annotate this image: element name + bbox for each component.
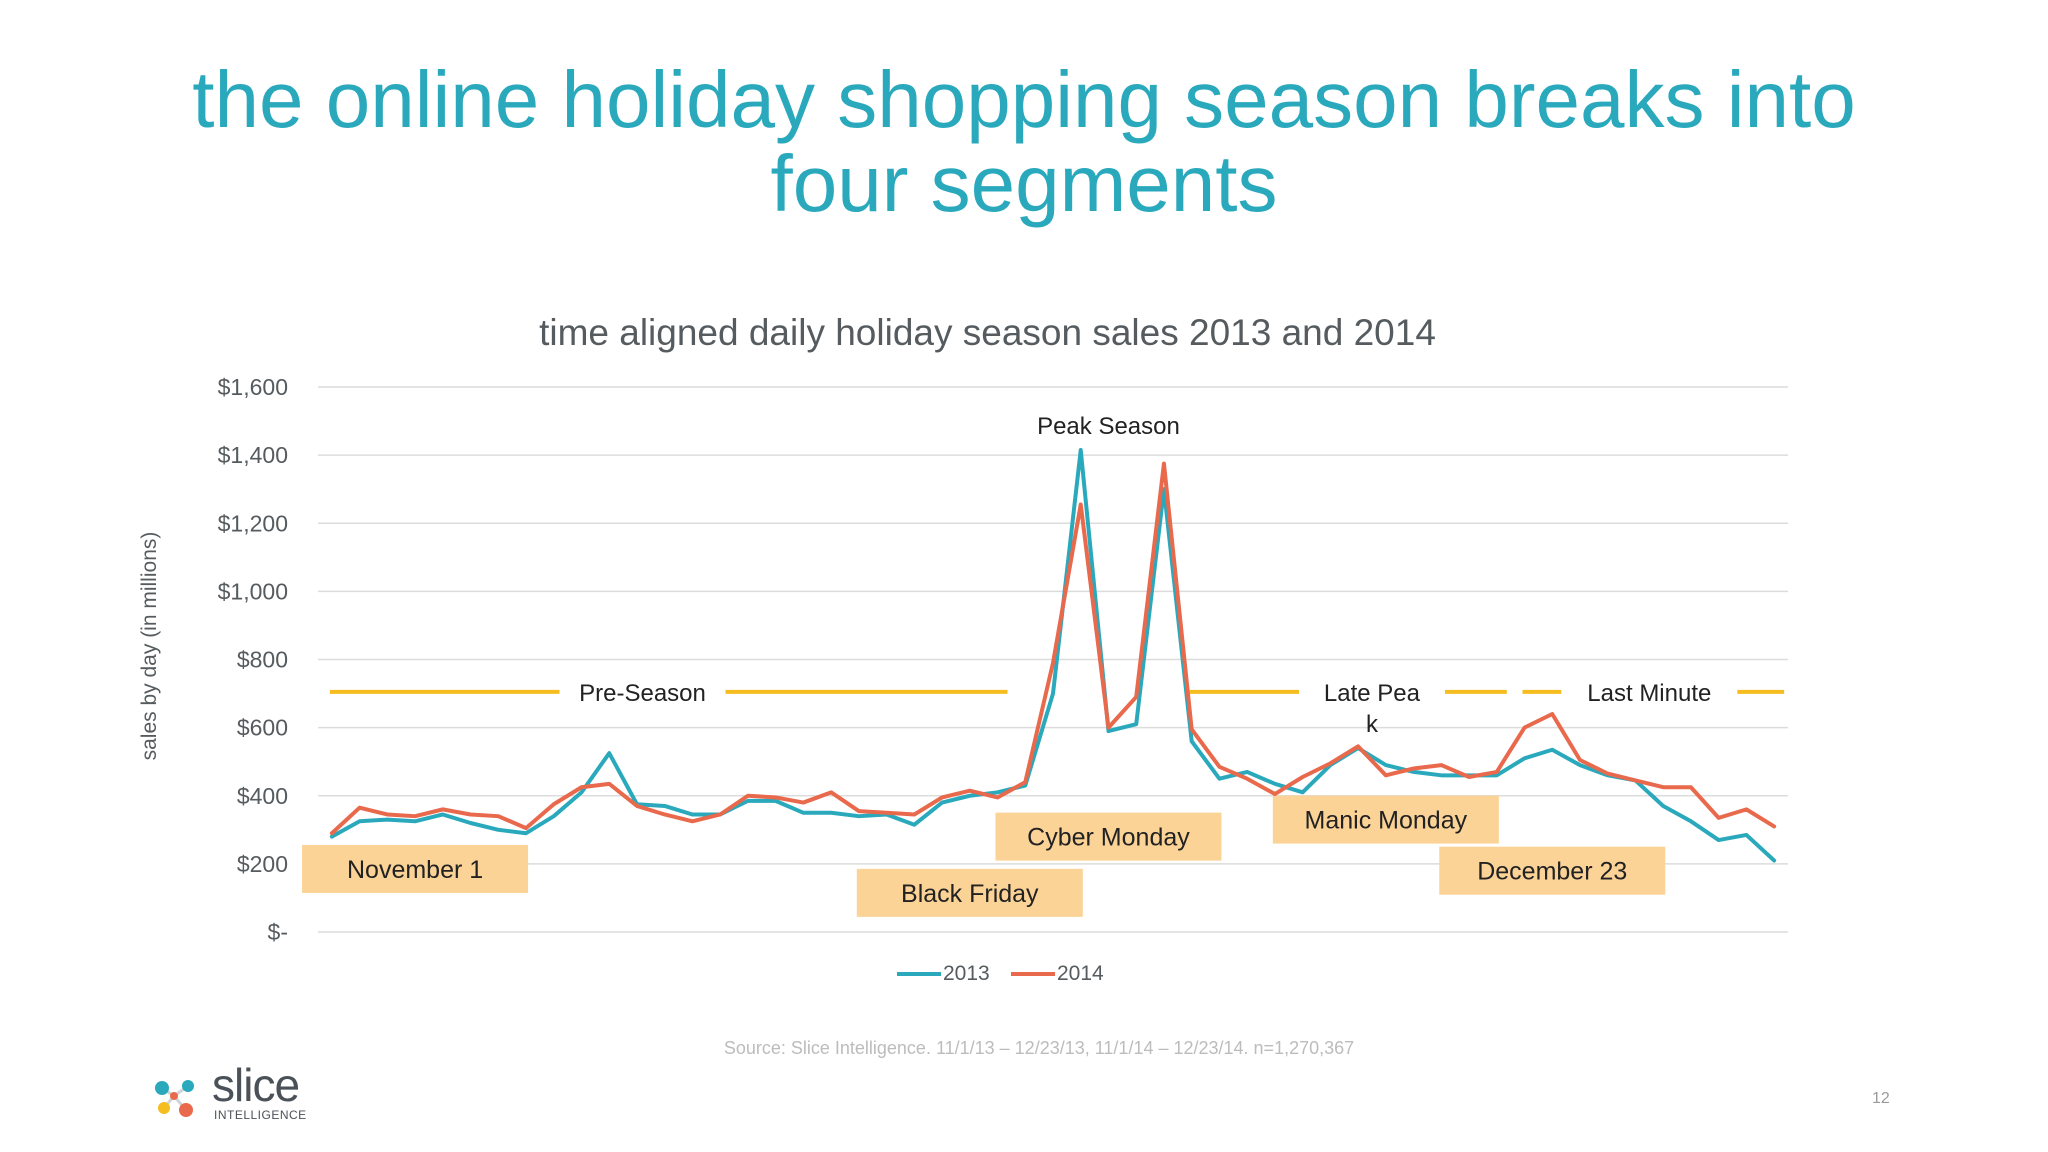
annotation-label: Cyber Monday bbox=[1027, 824, 1190, 852]
legend-item-2013: 2013 bbox=[897, 962, 990, 986]
logo-wordmark: slice bbox=[212, 1059, 300, 1111]
series-line-2014 bbox=[329, 461, 1777, 836]
slide-title-line-2: four segments bbox=[770, 139, 1278, 228]
annotation-box bbox=[856, 868, 1083, 917]
chart-title: time aligned daily holiday season sales … bbox=[539, 312, 1436, 353]
y-tick-label: $1,400 bbox=[218, 442, 288, 468]
y-tick-label: $1,600 bbox=[218, 374, 288, 400]
slice-logo: slice INTELLIGENCE bbox=[150, 1059, 320, 1126]
y-tick-label: $200 bbox=[237, 851, 288, 877]
segment-label: k bbox=[1366, 711, 1379, 738]
annotation-box bbox=[302, 844, 529, 893]
source-note: Source: Slice Intelligence. 11/1/13 – 12… bbox=[723, 1038, 1355, 1058]
slide-title: the online holiday shopping season break… bbox=[0, 58, 2048, 226]
logo-tagline: INTELLIGENCE bbox=[214, 1108, 307, 1122]
legend-swatch-2013 bbox=[897, 972, 941, 977]
annotation-label: Black Friday bbox=[901, 880, 1039, 908]
segment-label: Pre-Season bbox=[579, 680, 706, 707]
y-tick-label: $400 bbox=[237, 783, 288, 809]
page-number: 12 bbox=[1872, 1090, 1890, 1107]
annotation-label: November 1 bbox=[347, 856, 483, 884]
slice-logo-icon bbox=[155, 1080, 194, 1117]
legend-swatch-2014 bbox=[1011, 972, 1055, 977]
legend-label-2014: 2014 bbox=[1057, 962, 1104, 985]
legend-item-2014: 2014 bbox=[1011, 962, 1104, 986]
y-tick-label: $- bbox=[268, 919, 288, 945]
y-tick-label: $600 bbox=[237, 715, 288, 741]
y-tick-label: $1,000 bbox=[218, 578, 288, 604]
y-tick-label: $1,200 bbox=[218, 510, 288, 536]
annotation-box bbox=[995, 812, 1222, 861]
series-line-2013 bbox=[329, 448, 1777, 863]
segment-label: Peak Season bbox=[1037, 413, 1180, 440]
annotation-label: Manic Monday bbox=[1305, 807, 1468, 835]
y-tick-label: $800 bbox=[237, 647, 288, 673]
slide-title-line-1: the online holiday shopping season break… bbox=[192, 55, 1856, 144]
legend-label-2013: 2013 bbox=[943, 962, 990, 985]
annotation-label: December 23 bbox=[1477, 858, 1627, 886]
annotation-box bbox=[1272, 795, 1499, 844]
segment-label: Last Minute bbox=[1587, 680, 1711, 707]
annotation-box bbox=[1439, 846, 1666, 895]
segment-label: Late Pea bbox=[1324, 680, 1421, 707]
